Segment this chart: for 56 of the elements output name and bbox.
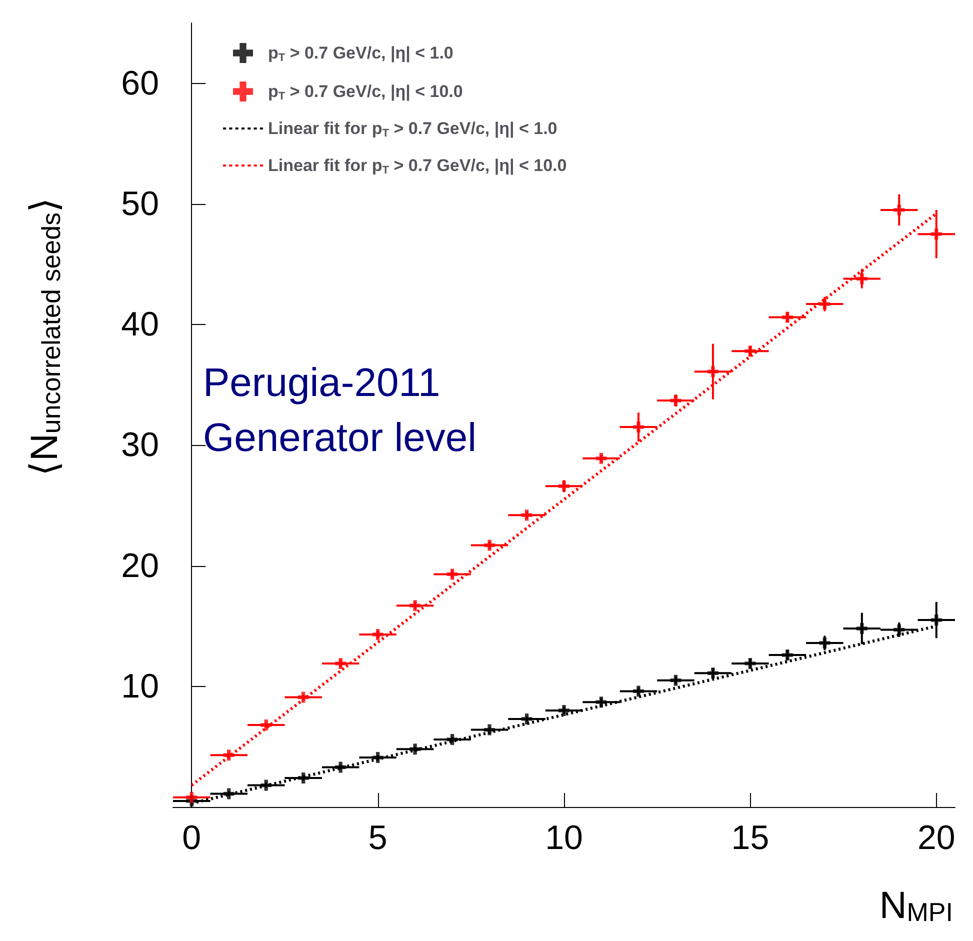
point: [558, 705, 570, 716]
x-tick-label: 20: [917, 819, 956, 857]
point: [335, 658, 346, 669]
x-tick-label: 10: [545, 819, 583, 857]
y-tick-label: 60: [121, 64, 159, 102]
point: [521, 510, 532, 521]
point: [782, 650, 793, 661]
point: [707, 668, 718, 679]
point: [930, 614, 942, 626]
y-axis-title: ⟨Nuncorrelated seeds⟩: [24, 197, 66, 476]
y-tick-label: 20: [121, 546, 159, 585]
x-axis-title: NMPI: [879, 885, 954, 927]
point: [410, 744, 421, 755]
point: [744, 658, 756, 669]
point: [484, 724, 496, 736]
point: [223, 788, 234, 800]
y-tick-label: 50: [121, 184, 159, 223]
x-tick-label: 15: [731, 819, 770, 857]
point: [930, 228, 942, 240]
point: [596, 452, 607, 464]
point: [707, 366, 718, 378]
y-tick-label: 10: [121, 667, 159, 706]
point: [410, 600, 421, 612]
point: [894, 204, 905, 216]
x-tick-label: 5: [368, 819, 388, 857]
point: [521, 713, 532, 724]
point: [894, 624, 905, 636]
point: [298, 692, 309, 703]
point: [632, 686, 644, 697]
point: [484, 540, 496, 551]
point: [670, 674, 682, 686]
point: [335, 762, 346, 773]
annotation: Generator level: [203, 416, 476, 460]
point: [260, 719, 272, 730]
point: [596, 696, 607, 708]
point: [372, 629, 384, 640]
y-tick-label: 30: [121, 426, 159, 464]
point: [819, 298, 830, 310]
annotation: Perugia-2011: [203, 361, 440, 405]
point: [186, 792, 198, 803]
point: [446, 734, 458, 745]
y-tick-label: 40: [121, 306, 159, 344]
point: [670, 395, 682, 406]
point: [223, 750, 234, 761]
point: [744, 346, 756, 357]
point: [819, 637, 830, 648]
point: [298, 772, 309, 784]
point: [558, 480, 570, 492]
point: [632, 422, 644, 433]
point: [372, 752, 384, 764]
point: [260, 780, 272, 791]
point: [446, 568, 458, 580]
point: [856, 273, 868, 284]
x-tick-label: 0: [182, 819, 202, 857]
point: [856, 622, 868, 634]
point: [782, 312, 793, 323]
